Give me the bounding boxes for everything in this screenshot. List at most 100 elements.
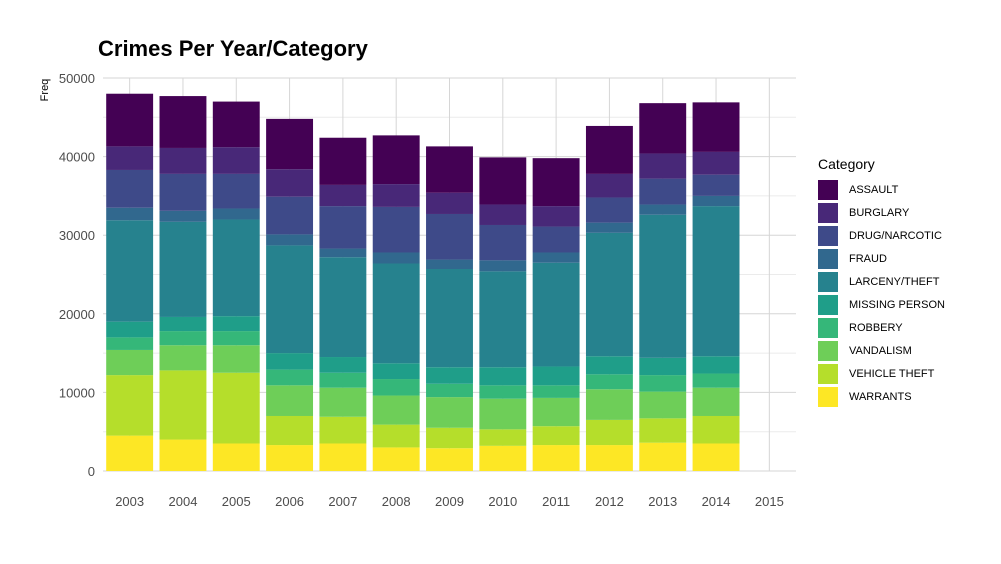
- chart-title: Crimes Per Year/Category: [98, 36, 368, 61]
- legend-item: DRUG/NARCOTIC: [818, 224, 945, 247]
- bar-segment-vehicle-theft-2006: [266, 415, 314, 446]
- bar-segment-robbery-2011: [532, 385, 580, 398]
- bar-segment-vehicle-theft-2011: [532, 426, 580, 446]
- bar-segment-warrants-2014: [692, 443, 740, 471]
- bar-segment-burglary-2013: [639, 153, 687, 179]
- x-tick-label: 2014: [702, 494, 731, 509]
- bar-segment-vehicle-theft-2007: [319, 416, 367, 444]
- bar-segment-vandalism-2006: [266, 385, 314, 416]
- legend-item: MISSING PERSON: [818, 293, 945, 316]
- legend: Category ASSAULT BURGLARY DRUG/NARCOTIC FRA…: [818, 156, 945, 408]
- bar-segment-burglary-2009: [426, 192, 473, 214]
- bar-segment-drug-narcotic-2006: [266, 196, 314, 235]
- y-tick-label: 0: [88, 464, 95, 479]
- bar-segment-missing-person-2003: [106, 321, 154, 338]
- bar-segment-assault-2011: [532, 158, 580, 207]
- bar-segment-vandalism-2005: [212, 345, 260, 373]
- bar-segment-missing-person-2010: [479, 367, 527, 386]
- bar-segment-vandalism-2003: [106, 349, 154, 376]
- bar-segment-warrants-2011: [532, 445, 580, 471]
- bar-segment-vandalism-2009: [426, 397, 473, 428]
- bar-segment-burglary-2005: [212, 147, 260, 174]
- legend-item: VEHICLE THEFT: [818, 362, 945, 385]
- bar-segment-burglary-2012: [585, 173, 633, 198]
- bar-segment-fraud-2010: [479, 260, 527, 272]
- bar-segment-missing-person-2007: [319, 357, 367, 373]
- bar-segment-vehicle-theft-2009: [426, 427, 473, 449]
- legend-swatch: [818, 363, 838, 384]
- bar-segment-robbery-2008: [372, 379, 420, 396]
- bar-segment-missing-person-2011: [532, 366, 580, 386]
- legend-swatch: [818, 294, 838, 315]
- bar-segment-warrants-2012: [585, 445, 633, 471]
- bar-segment-robbery-2006: [266, 369, 314, 386]
- y-tick-label: 30000: [59, 228, 95, 243]
- bar-segment-vandalism-2014: [692, 387, 740, 416]
- bar-segment-missing-person-2008: [372, 363, 420, 380]
- x-tick-label: 2003: [115, 494, 144, 509]
- bar-segment-missing-person-2013: [639, 357, 687, 376]
- bar-segment-drug-narcotic-2012: [585, 197, 633, 223]
- bar-segment-fraud-2005: [212, 208, 260, 220]
- bar-segment-vehicle-theft-2014: [692, 415, 740, 444]
- bar-segment-assault-2005: [212, 101, 260, 148]
- bar-segment-larceny-theft-2012: [585, 232, 633, 357]
- legend-swatch: [818, 317, 838, 338]
- y-tick-label: 10000: [59, 385, 95, 400]
- x-tick-label: 2004: [169, 494, 198, 509]
- legend-label: WARRANTS: [849, 390, 912, 403]
- x-tick-label: 2005: [222, 494, 251, 509]
- bar-segment-vandalism-2013: [639, 391, 687, 419]
- bar-segment-larceny-theft-2011: [532, 262, 580, 367]
- legend-label: DRUG/NARCOTIC: [849, 229, 942, 242]
- legend-swatch: [818, 202, 838, 223]
- bar-segment-larceny-theft-2010: [479, 271, 527, 368]
- legend-item: ASSAULT: [818, 178, 945, 201]
- bar-segment-burglary-2011: [532, 206, 580, 227]
- bar-segment-larceny-theft-2009: [426, 268, 473, 368]
- bar-segment-assault-2009: [426, 146, 473, 193]
- bar-segment-missing-person-2005: [212, 316, 260, 332]
- bar-segment-burglary-2007: [319, 184, 367, 207]
- legend-label: ROBBERY: [849, 321, 903, 334]
- bar-segment-vandalism-2007: [319, 387, 367, 417]
- y-axis-label: Freq: [39, 79, 51, 102]
- bar-segment-assault-2014: [692, 102, 740, 152]
- bar-segment-burglary-2003: [106, 146, 154, 170]
- bar-segment-larceny-theft-2004: [159, 221, 207, 317]
- bar-segment-larceny-theft-2008: [372, 263, 420, 364]
- bar-segment-robbery-2014: [692, 373, 740, 388]
- bar-segment-warrants-2008: [372, 447, 420, 471]
- legend-swatch: [818, 340, 838, 361]
- bar-segment-drug-narcotic-2014: [692, 174, 740, 196]
- bar-segment-drug-narcotic-2013: [639, 178, 687, 205]
- bar-segment-burglary-2006: [266, 169, 314, 197]
- x-tick-label: 2015: [755, 494, 784, 509]
- legend-item: ROBBERY: [818, 316, 945, 339]
- legend-title: Category: [818, 156, 875, 172]
- bar-segment-warrants-2007: [319, 443, 367, 471]
- bar-segment-warrants-2003: [106, 435, 154, 471]
- legend-item: WARRANTS: [818, 385, 945, 408]
- bar-segment-assault-2004: [159, 96, 207, 148]
- x-tick-label: 2010: [488, 494, 517, 509]
- bar-segment-assault-2012: [585, 125, 633, 174]
- bar-segment-vehicle-theft-2005: [212, 372, 260, 444]
- bar-segment-vandalism-2011: [532, 397, 580, 427]
- bar-segment-missing-person-2004: [159, 316, 207, 332]
- y-tick-label: 40000: [59, 150, 95, 165]
- bar-segment-larceny-theft-2003: [106, 220, 154, 322]
- x-tick-label: 2011: [542, 494, 570, 509]
- bar-segment-fraud-2013: [639, 204, 687, 215]
- legend-label: LARCENY/THEFT: [849, 275, 940, 288]
- bar-segment-assault-2013: [639, 103, 687, 154]
- x-tick-label: 2009: [435, 494, 464, 509]
- bar-segment-vehicle-theft-2008: [372, 424, 420, 448]
- bar-segment-assault-2006: [266, 118, 314, 170]
- bar-segment-assault-2003: [106, 93, 154, 147]
- bar-segment-fraud-2012: [585, 222, 633, 233]
- bar-segment-warrants-2005: [212, 443, 260, 471]
- bar-segment-burglary-2004: [159, 147, 207, 174]
- x-tick-label: 2007: [328, 494, 357, 509]
